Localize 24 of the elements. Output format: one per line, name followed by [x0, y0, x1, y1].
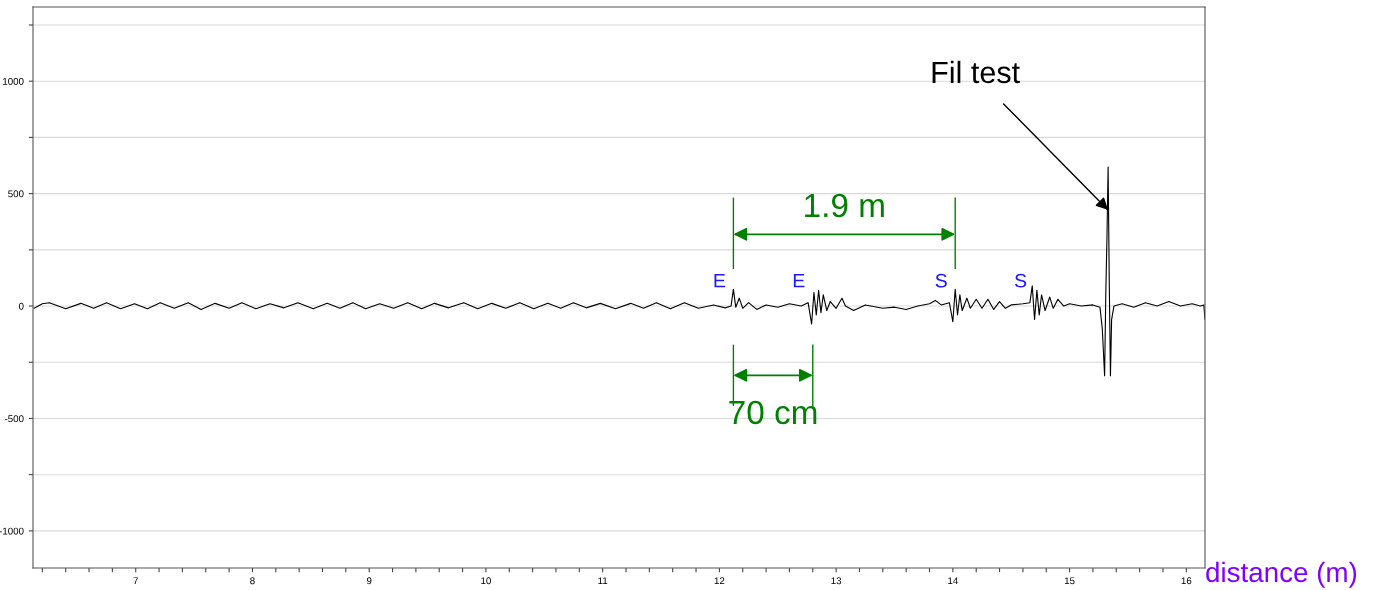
x-tick-label: 15 [1064, 577, 1075, 585]
y-tick-label: 0 [18, 302, 24, 310]
annotation: E [793, 273, 805, 288]
annotation: S [1014, 273, 1027, 288]
annotation: E [714, 273, 726, 288]
annotation: Fil test [932, 60, 1020, 84]
annotation: S [935, 273, 947, 288]
line-series [33, 166, 1205, 377]
annotation: 1.9 m [805, 193, 884, 218]
x-tick-label: 10 [481, 577, 491, 585]
x-axis-title: distance (m) [1206, 561, 1357, 588]
x-tick-label: 11 [598, 577, 608, 585]
y-tick-label: 500 [8, 190, 24, 198]
x-tick-label: 7 [133, 577, 138, 585]
x-tick-label: 13 [831, 577, 842, 585]
y-tick-label: 1000 [3, 77, 24, 85]
x-tick-label: 14 [948, 577, 958, 585]
x-tick-label: 12 [714, 577, 725, 585]
annotation: 70 cm [729, 400, 817, 425]
x-tick-label: 8 [250, 577, 255, 585]
y-tick-label: -1000 [0, 527, 24, 535]
x-tick-label: 16 [1181, 577, 1192, 585]
y-tick-label: -500 [4, 415, 24, 423]
x-tick-label: 9 [366, 577, 372, 585]
